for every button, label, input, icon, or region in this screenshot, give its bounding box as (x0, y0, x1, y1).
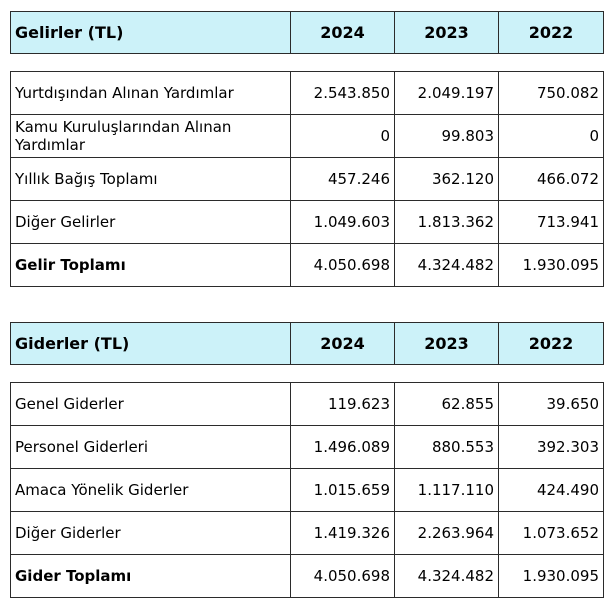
cell-2024: 119.623 (290, 382, 395, 426)
expenses-year-2024: 2024 (290, 322, 395, 365)
row-label: Yıllık Bağış Toplamı (10, 157, 291, 201)
cell-2022: 39.650 (498, 382, 604, 426)
total-2023: 4.324.482 (394, 243, 499, 287)
expenses-year-2022: 2022 (498, 322, 604, 365)
table-row: Diğer Giderler 1.419.326 2.263.964 1.073… (10, 511, 604, 555)
cell-2022: 713.941 (498, 200, 604, 244)
total-label: Gelir Toplamı (10, 243, 291, 287)
income-year-2023: 2023 (394, 11, 499, 54)
total-2024: 4.050.698 (290, 554, 395, 598)
cell-2024: 0 (290, 114, 395, 158)
cell-2024: 1.496.089 (290, 425, 395, 469)
row-label: Genel Giderler (10, 382, 291, 426)
total-2023: 4.324.482 (394, 554, 499, 598)
table-row: Yıllık Bağış Toplamı 457.246 362.120 466… (10, 157, 604, 201)
row-label: Yurtdışından Alınan Yardımlar (10, 71, 291, 115)
cell-2024: 457.246 (290, 157, 395, 201)
cell-2022: 424.490 (498, 468, 604, 512)
income-year-2022: 2022 (498, 11, 604, 54)
cell-2022: 0 (498, 114, 604, 158)
cell-2023: 2.049.197 (394, 71, 499, 115)
table-row: Yurtdışından Alınan Yardımlar 2.543.850 … (10, 71, 604, 115)
cell-2024: 1.419.326 (290, 511, 395, 555)
table-row: Diğer Gelirler 1.049.603 1.813.362 713.9… (10, 200, 604, 244)
cell-2023: 1.117.110 (394, 468, 499, 512)
cell-2022: 392.303 (498, 425, 604, 469)
cell-2023: 99.803 (394, 114, 499, 158)
table-row: Personel Giderleri 1.496.089 880.553 392… (10, 425, 604, 469)
cell-2023: 2.263.964 (394, 511, 499, 555)
total-label: Gider Toplamı (10, 554, 291, 598)
income-header-table: Gelirler (TL) 2024 2023 2022 (10, 11, 604, 54)
cell-2023: 62.855 (394, 382, 499, 426)
total-row: Gider Toplamı 4.050.698 4.324.482 1.930.… (10, 554, 604, 598)
cell-2024: 1.049.603 (290, 200, 395, 244)
cell-2024: 1.015.659 (290, 468, 395, 512)
table-row: Kamu Kuruluşlarından Alınan Yardımlar 0 … (10, 114, 604, 158)
row-label: Amaca Yönelik Giderler (10, 468, 291, 512)
income-table: Yurtdışından Alınan Yardımlar 2.543.850 … (10, 71, 604, 287)
cell-2024: 2.543.850 (290, 71, 395, 115)
expenses-header-label: Giderler (TL) (10, 322, 291, 365)
cell-2023: 1.813.362 (394, 200, 499, 244)
total-2024: 4.050.698 (290, 243, 395, 287)
row-label: Diğer Gelirler (10, 200, 291, 244)
income-year-2024: 2024 (290, 11, 395, 54)
expenses-header-table: Giderler (TL) 2024 2023 2022 (10, 322, 604, 365)
row-label: Kamu Kuruluşlarından Alınan Yardımlar (10, 114, 291, 158)
row-label: Diğer Giderler (10, 511, 291, 555)
cell-2023: 362.120 (394, 157, 499, 201)
table-row: Genel Giderler 119.623 62.855 39.650 (10, 382, 604, 426)
total-2022: 1.930.095 (498, 554, 604, 598)
expenses-table: Genel Giderler 119.623 62.855 39.650 Per… (10, 382, 604, 598)
cell-2022: 1.073.652 (498, 511, 604, 555)
expenses-year-2023: 2023 (394, 322, 499, 365)
table-row: Amaca Yönelik Giderler 1.015.659 1.117.1… (10, 468, 604, 512)
income-header-label: Gelirler (TL) (10, 11, 291, 54)
total-row: Gelir Toplamı 4.050.698 4.324.482 1.930.… (10, 243, 604, 287)
row-label: Personel Giderleri (10, 425, 291, 469)
cell-2023: 880.553 (394, 425, 499, 469)
cell-2022: 750.082 (498, 71, 604, 115)
total-2022: 1.930.095 (498, 243, 604, 287)
expenses-header-row: Giderler (TL) 2024 2023 2022 (10, 322, 604, 365)
income-header-row: Gelirler (TL) 2024 2023 2022 (10, 11, 604, 54)
cell-2022: 466.072 (498, 157, 604, 201)
